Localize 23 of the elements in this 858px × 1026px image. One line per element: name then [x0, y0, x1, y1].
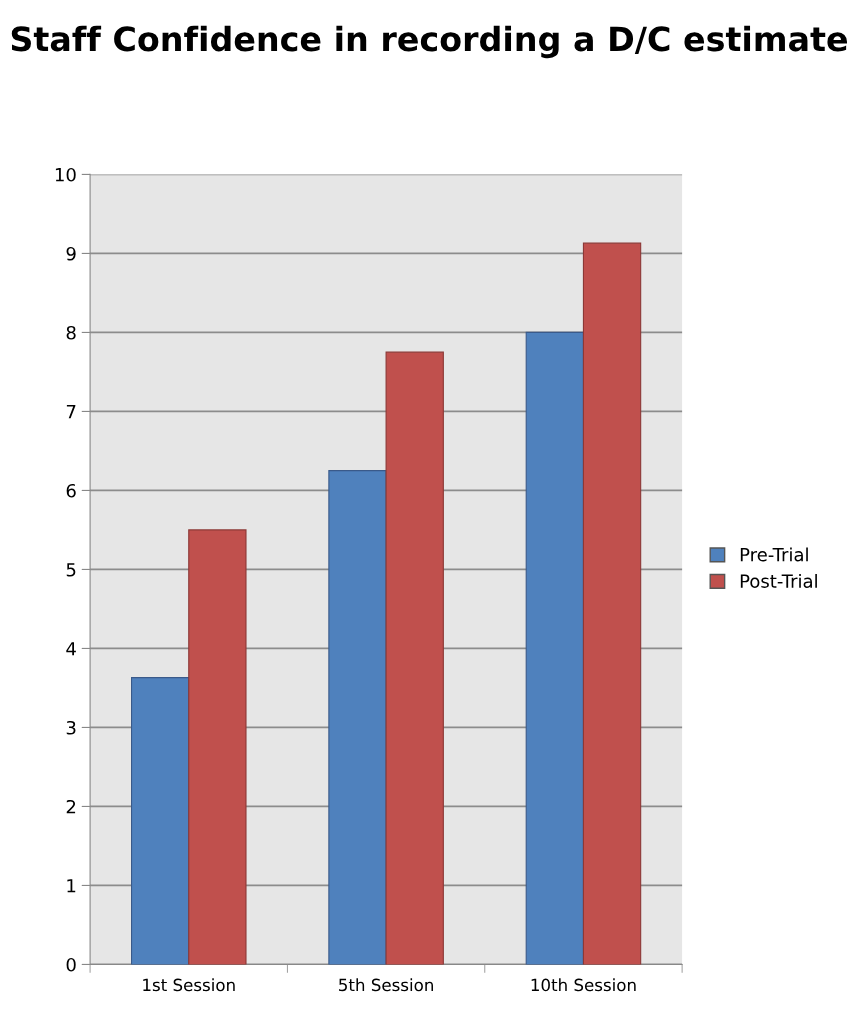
y-tick-label: 0 — [66, 957, 76, 972]
bar — [328, 470, 387, 965]
y-tick-label: 3 — [66, 720, 76, 735]
x-tick-label: 1st Session — [143, 978, 235, 992]
chart-title: Staff Confidence in recording a D/C estimate — [11, 25, 847, 59]
y-tick-label: 5 — [66, 563, 76, 577]
y-tick-label: 7 — [66, 405, 76, 419]
x-tick-label: 5th Session — [339, 978, 433, 992]
bar — [525, 331, 584, 965]
bar — [385, 351, 444, 965]
legend-label: Pre-Trial — [740, 547, 808, 562]
y-tick-label: 6 — [66, 483, 76, 498]
y-tick-label: 4 — [66, 642, 76, 656]
y-tick-label: 9 — [66, 246, 76, 261]
bar — [582, 242, 642, 965]
legend-label: Post-Trial — [740, 573, 817, 588]
y-tick-label: 8 — [66, 325, 76, 340]
bar — [188, 529, 247, 965]
bar — [130, 677, 190, 965]
x-tick-label: 10th Session — [531, 978, 636, 992]
y-tick-label: 2 — [66, 799, 76, 814]
y-tick-label: 10 — [55, 167, 76, 182]
y-tick-label: 1 — [67, 879, 76, 893]
